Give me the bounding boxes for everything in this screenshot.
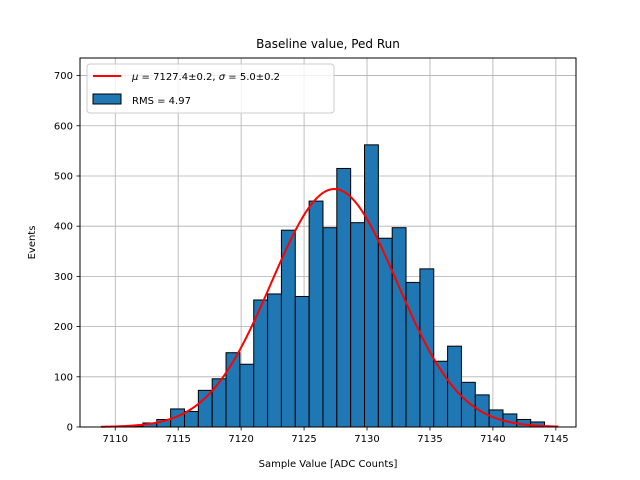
legend-fit-sigma-value: = 5.0±0.2 [225, 72, 280, 83]
y-tick-label: 400 [54, 222, 73, 233]
y-tick-label: 700 [54, 71, 73, 82]
histogram-bar [447, 345, 462, 428]
y-axis-ticks: 0 100 200 300 400 500 600 700 [54, 71, 80, 434]
legend-box [86, 63, 335, 114]
histogram-bar [308, 200, 324, 428]
y-tick-label: 300 [54, 272, 73, 283]
histogram-bar [239, 363, 255, 428]
x-axis-ticks: 7110 7115 7120 7125 7130 7135 7140 7145 [103, 427, 569, 445]
histogram-bar [460, 381, 476, 428]
histogram-bar [280, 229, 296, 428]
histogram-bar [364, 144, 379, 428]
histogram-bar [267, 293, 282, 428]
histogram-bar [225, 352, 241, 428]
gaussian-fit-line [101, 188, 559, 428]
y-tick-label: 500 [54, 171, 73, 182]
histogram-bar [183, 410, 199, 428]
x-tick-label: 7140 [480, 434, 505, 445]
histogram-bar [405, 281, 421, 428]
histogram-bar [391, 227, 407, 428]
x-tick-label: 7125 [291, 434, 316, 445]
y-tick-label: 200 [54, 322, 73, 333]
legend-histogram-swatch [92, 93, 122, 105]
histogram-bar [211, 378, 227, 428]
histogram-bar [350, 222, 366, 428]
plot-frame [79, 57, 577, 428]
y-axis-title: Events [27, 226, 38, 260]
histogram-bar [336, 167, 352, 428]
x-tick-label: 7130 [354, 434, 379, 445]
x-tick-label: 7115 [165, 434, 190, 445]
legend-fit-mu-value: = 7127.4±0.2, [138, 72, 218, 83]
fit-curve-group [101, 188, 559, 428]
legend: μ = 7127.4±0.2, σ = 5.0±0.2 RMS = 4.97 [86, 63, 335, 114]
legend-histogram-label: RMS = 4.97 [132, 96, 191, 107]
y-tick-label: 600 [54, 121, 73, 132]
y-tick-label: 0 [67, 423, 73, 434]
x-tick-label: 7120 [228, 434, 253, 445]
histogram-bar [294, 295, 310, 428]
x-tick-label: 7145 [543, 434, 568, 445]
legend-fit-label: μ = 7127.4±0.2, σ = 5.0±0.2 [131, 72, 280, 83]
y-tick-label: 100 [54, 372, 73, 383]
x-tick-label: 7135 [417, 434, 442, 445]
histogram-bar [197, 389, 213, 428]
x-tick-label: 7110 [103, 434, 128, 445]
x-axis-title: Sample Value [ADC Counts] [259, 459, 398, 470]
legend-fit-sigma-symbol: σ [219, 72, 226, 83]
chart-title: Baseline value, Ped Run [256, 37, 400, 51]
histogram-bar [322, 227, 338, 428]
legend-fit-mu-symbol: μ [131, 72, 138, 83]
